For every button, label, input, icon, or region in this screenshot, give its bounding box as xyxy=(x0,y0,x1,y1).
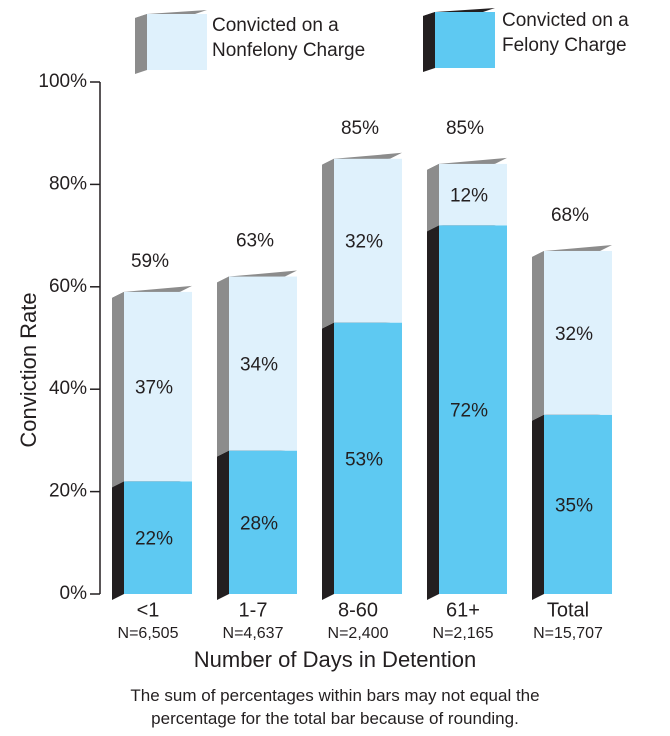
value-label: 34% xyxy=(240,355,278,376)
footnote: The sum of percentages within bars may n… xyxy=(130,686,540,728)
value-label: 12% xyxy=(450,186,488,207)
value-label: 32% xyxy=(555,324,593,345)
y-tick-label: 80% xyxy=(49,173,87,194)
bar xyxy=(439,163,507,226)
bar-side xyxy=(112,291,124,488)
legend-label: Convicted on a Nonfelony Charge xyxy=(212,15,366,61)
x-tick-label: <1 xyxy=(137,599,160,621)
value-label: 22% xyxy=(135,529,173,550)
bar-side xyxy=(322,158,334,329)
bar xyxy=(544,250,612,415)
bar-side xyxy=(427,225,439,601)
y-tick-label: 0% xyxy=(60,583,88,604)
legend-swatch-side xyxy=(423,12,435,72)
total-label: 85% xyxy=(341,118,379,139)
x-tick-sublabel: N=6,505 xyxy=(118,625,179,642)
total-label: 59% xyxy=(131,251,169,272)
bar xyxy=(124,481,192,594)
bar xyxy=(124,291,192,482)
legend-swatch xyxy=(147,14,207,70)
x-axis-title: Number of Days in Detention xyxy=(194,647,476,672)
bar-side xyxy=(532,414,544,600)
value-label: 32% xyxy=(345,232,383,253)
bar-side xyxy=(112,481,124,600)
bar xyxy=(334,322,402,594)
bar-side xyxy=(217,450,229,600)
bar-side xyxy=(322,322,334,600)
legend-swatch-side xyxy=(135,14,147,74)
x-tick-sublabel: N=15,707 xyxy=(533,625,603,642)
value-label: 35% xyxy=(555,495,593,516)
bar xyxy=(229,276,297,451)
total-label: 85% xyxy=(446,118,484,139)
legend-swatch xyxy=(435,12,495,68)
value-label: 53% xyxy=(345,449,383,470)
bar xyxy=(229,450,297,594)
value-label: 28% xyxy=(240,513,278,534)
y-tick-label: 60% xyxy=(49,276,87,297)
value-label: 37% xyxy=(135,378,173,399)
bar-side xyxy=(217,276,229,457)
x-tick-sublabel: N=2,165 xyxy=(433,625,494,642)
value-label: 72% xyxy=(450,401,488,422)
bar-side xyxy=(427,163,439,232)
total-label: 63% xyxy=(236,230,274,251)
total-label: 68% xyxy=(551,205,589,226)
x-tick-label: 61+ xyxy=(446,599,480,621)
x-tick-sublabel: N=2,400 xyxy=(328,625,389,642)
bar xyxy=(544,414,612,594)
y-tick-label: 20% xyxy=(49,481,87,502)
y-tick-label: 40% xyxy=(49,378,87,399)
x-tick-label: Total xyxy=(547,599,589,621)
y-axis-title: Conviction Rate xyxy=(16,292,41,447)
x-tick-label: 8-60 xyxy=(338,599,378,621)
bar-side xyxy=(532,250,544,421)
bar xyxy=(334,158,402,323)
y-tick-label: 100% xyxy=(38,71,87,92)
bar xyxy=(439,225,507,595)
x-tick-sublabel: N=4,637 xyxy=(223,625,284,642)
legend-label: Convicted on a Felony Charge xyxy=(502,10,629,56)
x-tick-label: 1-7 xyxy=(239,599,268,621)
